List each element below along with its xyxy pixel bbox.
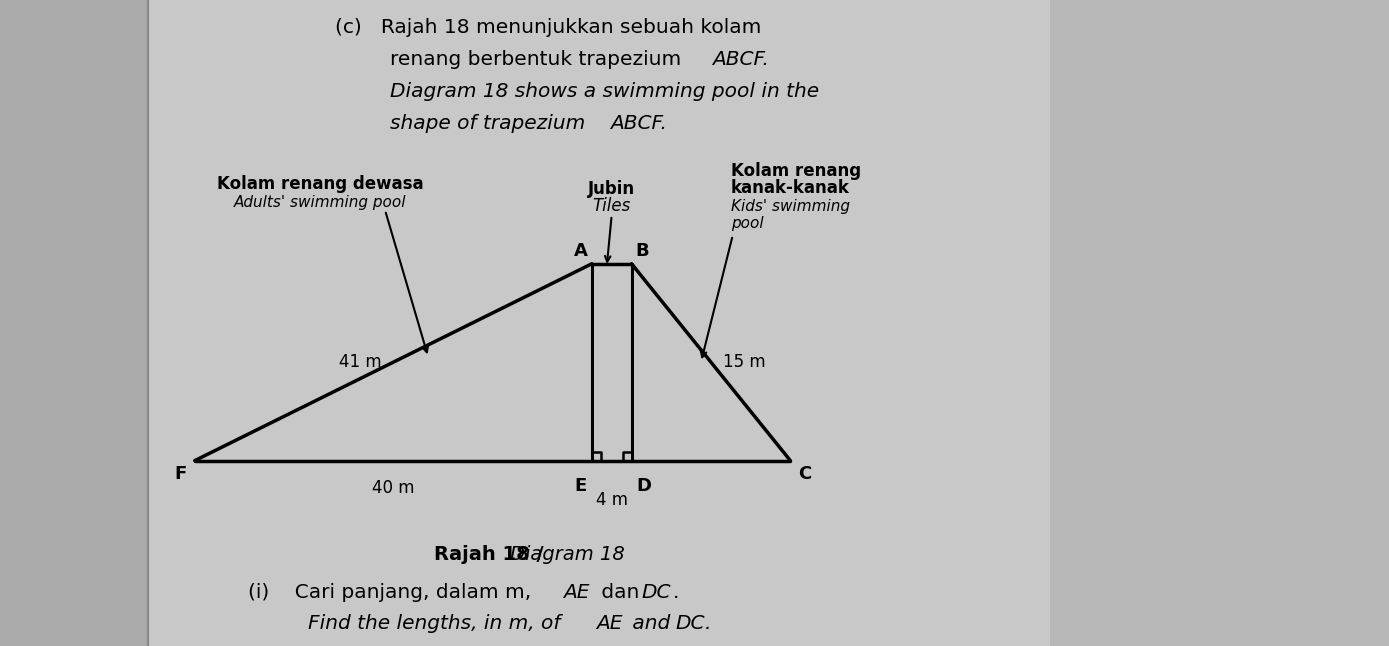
Text: Diagram 18 shows a swimming pool in the: Diagram 18 shows a swimming pool in the: [390, 82, 820, 101]
Text: (c)   Rajah 18 menunjukkan sebuah kolam: (c) Rajah 18 menunjukkan sebuah kolam: [335, 18, 761, 37]
Text: Adults' swimming pool: Adults' swimming pool: [233, 195, 406, 210]
Text: pool: pool: [731, 216, 764, 231]
Text: 4 m: 4 m: [596, 490, 628, 508]
Text: DC: DC: [640, 583, 671, 602]
Text: .: .: [706, 614, 711, 633]
Text: kanak-kanak: kanak-kanak: [731, 179, 850, 197]
Text: Diagram 18: Diagram 18: [510, 545, 625, 564]
Text: renang berbentuk trapezium: renang berbentuk trapezium: [390, 50, 688, 69]
Text: Kolam renang: Kolam renang: [731, 162, 861, 180]
Text: .: .: [674, 583, 679, 602]
Bar: [0, 0, 149, 646]
Text: Rajah 18 /: Rajah 18 /: [435, 545, 551, 564]
Text: Jubin: Jubin: [588, 180, 635, 198]
Text: 15 m: 15 m: [722, 353, 765, 371]
Text: Find the lengths, in m, of: Find the lengths, in m, of: [308, 614, 567, 633]
Text: C: C: [799, 464, 811, 483]
Text: A: A: [574, 242, 588, 260]
Text: D: D: [636, 477, 651, 495]
Text: shape of trapezium: shape of trapezium: [390, 114, 592, 133]
Text: E: E: [575, 477, 586, 495]
Text: Tiles: Tiles: [593, 197, 631, 215]
Bar: [1050, 0, 1389, 646]
Text: (i)    Cari panjang, dalam m,: (i) Cari panjang, dalam m,: [249, 583, 538, 602]
Text: Kids' swimming: Kids' swimming: [731, 199, 850, 214]
Text: AE: AE: [563, 583, 589, 602]
Text: F: F: [175, 464, 186, 483]
Text: ABCF.: ABCF.: [713, 50, 770, 69]
Text: ABCF.: ABCF.: [610, 114, 667, 133]
Text: 40 m: 40 m: [372, 479, 414, 497]
Text: B: B: [636, 242, 649, 260]
Text: dan: dan: [594, 583, 646, 602]
Text: AE: AE: [596, 614, 622, 633]
Text: 41 m: 41 m: [339, 353, 382, 371]
Text: Kolam renang dewasa: Kolam renang dewasa: [217, 175, 424, 193]
Text: DC: DC: [675, 614, 704, 633]
Text: and: and: [626, 614, 676, 633]
